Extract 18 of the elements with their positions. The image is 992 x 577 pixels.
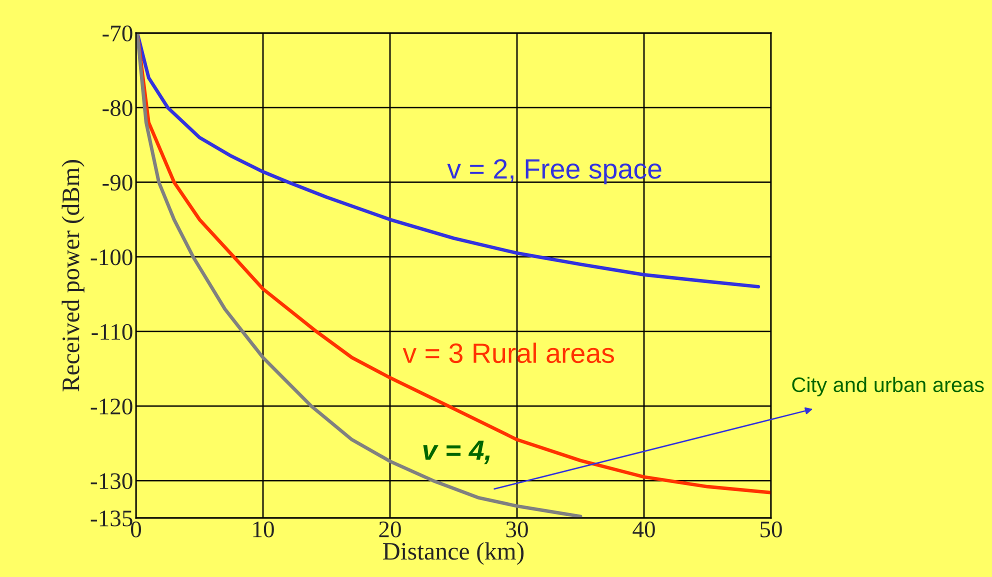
y-tick-label: -135 bbox=[90, 510, 132, 526]
y-tick-label: -100 bbox=[90, 249, 132, 266]
x-tick-label: 40 bbox=[632, 521, 655, 538]
y-tick-label: -70 bbox=[102, 25, 132, 42]
text: City and urban areas bbox=[792, 376, 984, 396]
series-label: v = 4, bbox=[423, 440, 490, 464]
y-tick-label: -90 bbox=[102, 174, 132, 191]
x-axis-title: Distance (km) bbox=[383, 542, 524, 565]
y-tick-label: -120 bbox=[90, 398, 132, 414]
x-tick-label: 10 bbox=[253, 521, 274, 538]
y-tick-label: -80 bbox=[102, 100, 132, 116]
x-tick-label: 50 bbox=[760, 521, 782, 538]
y-tick-label: -130 bbox=[90, 473, 132, 490]
y-axis-title: Received power (dBm) bbox=[62, 160, 84, 392]
y-tick-label: -110 bbox=[92, 324, 132, 340]
x-tick-label: 20 bbox=[379, 521, 401, 538]
line-series bbox=[136, 33, 760, 288]
x-tick-label: 30 bbox=[506, 521, 528, 538]
